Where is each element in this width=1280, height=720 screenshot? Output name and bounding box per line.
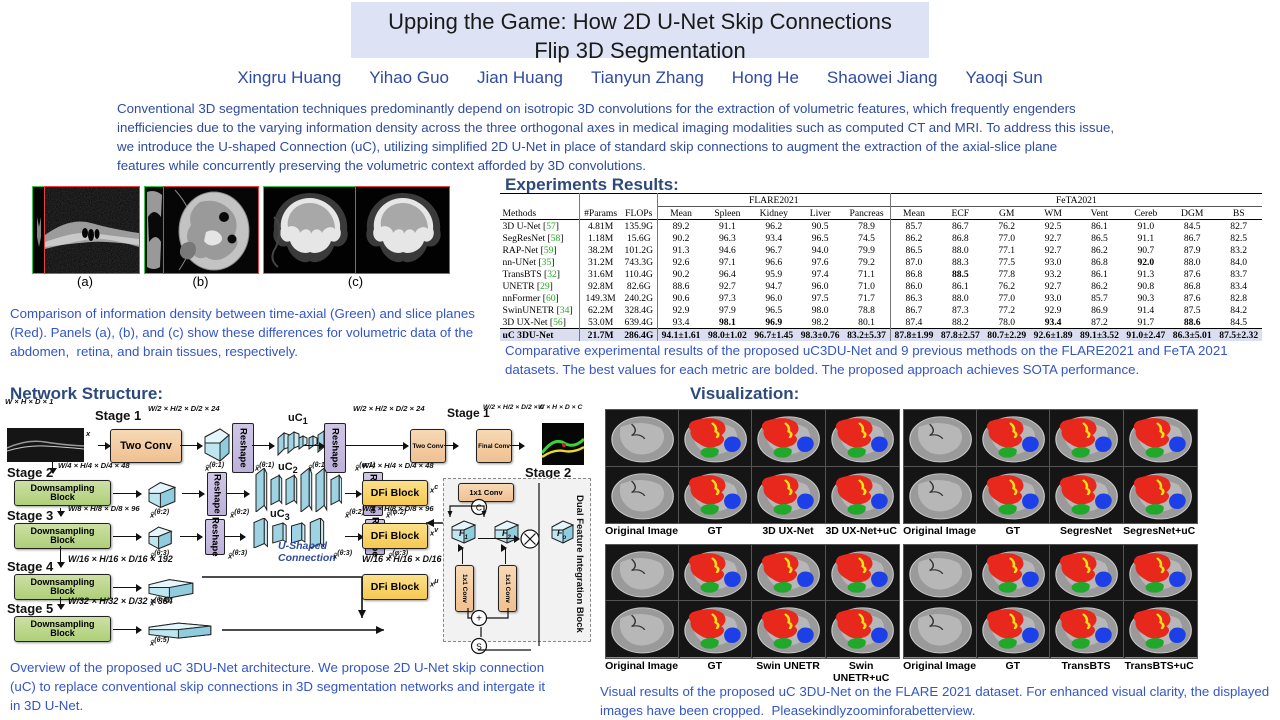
svg-text:+: + xyxy=(476,614,482,625)
